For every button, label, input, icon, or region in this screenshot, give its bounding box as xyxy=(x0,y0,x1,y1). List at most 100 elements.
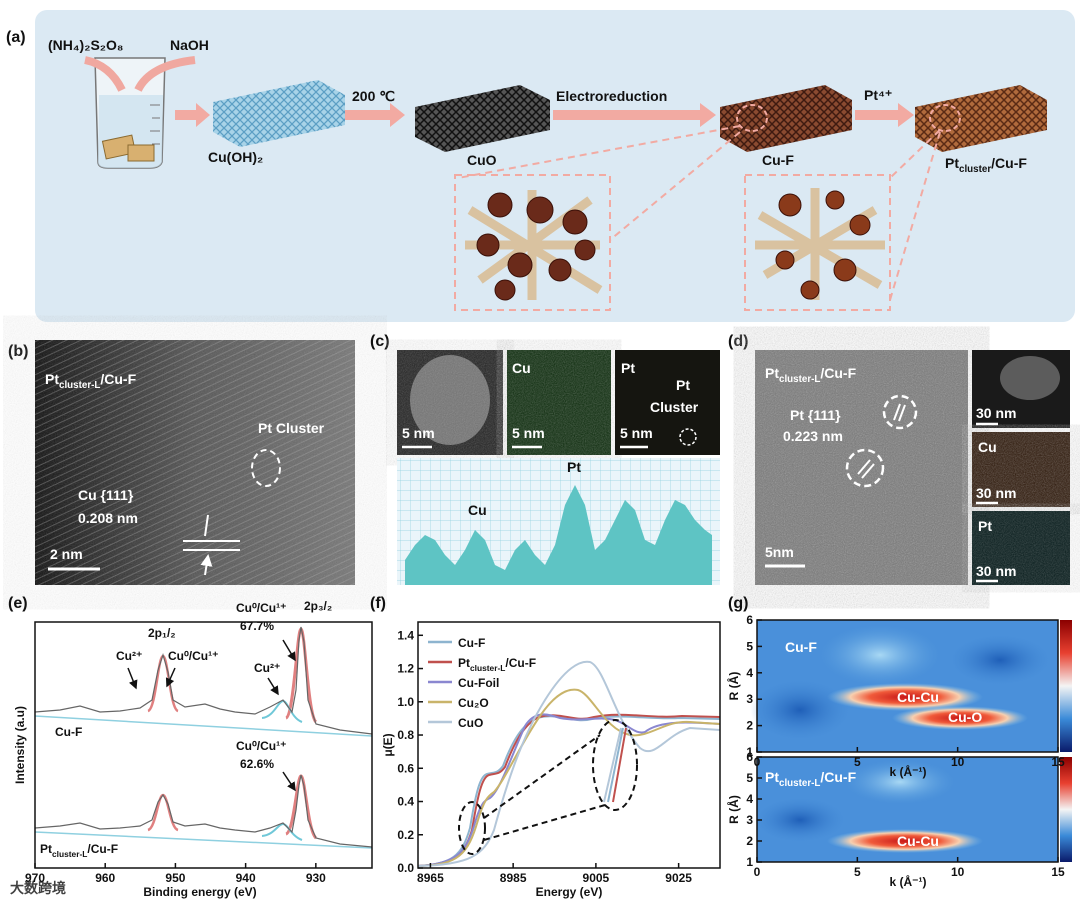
y-tick-label: 3 xyxy=(746,813,753,827)
cuf-foam xyxy=(720,85,852,152)
step: Electroreduction xyxy=(556,88,667,104)
scale-label: 5 nm xyxy=(512,425,545,441)
rods xyxy=(465,190,603,300)
structure-cuf xyxy=(755,188,885,300)
y-tick-label: 2 xyxy=(746,834,753,848)
zoom-box xyxy=(454,174,611,311)
background xyxy=(34,715,373,737)
x-tick-label: 960 xyxy=(95,871,115,885)
element: Cu xyxy=(978,439,997,455)
cluster-circle xyxy=(845,448,885,488)
label: Cu₂O xyxy=(458,696,489,710)
annotation: Pt {111} xyxy=(790,407,841,423)
x-tick-label: 970 xyxy=(25,871,45,885)
label-rest: /Cu-F xyxy=(505,656,536,670)
x-tick-label: 5 xyxy=(854,755,861,769)
label-rest: /Cu-F xyxy=(820,769,856,785)
annotation: Pt Cluster xyxy=(258,420,325,436)
map-title: Cu-F xyxy=(785,639,817,655)
spectrum xyxy=(34,626,373,735)
zoom-lines xyxy=(454,125,941,311)
x-tick-label: 0 xyxy=(754,865,761,879)
material: Ptcluster/Cu-F xyxy=(945,155,1027,175)
noise xyxy=(35,340,355,585)
colorbar xyxy=(1060,757,1072,862)
element: Pt xyxy=(978,518,992,534)
x-tick-label: 15 xyxy=(1051,865,1065,879)
panel-label: (d) xyxy=(728,333,748,350)
scale-label: 5 nm xyxy=(402,425,435,441)
label: Ptcluster-L/Cu-F xyxy=(458,656,536,673)
x-axis-label: Energy (eV) xyxy=(536,885,603,899)
y-axis-label: μ(E) xyxy=(381,733,395,756)
annotation: Pt xyxy=(676,377,690,393)
y-tick-label: 5 xyxy=(746,639,753,653)
scale-label: 30 nm xyxy=(976,563,1016,579)
annotation: 2p₁/₂ xyxy=(148,626,176,640)
step: 200 ℃ xyxy=(352,88,395,104)
annotation: Cu xyxy=(468,502,487,518)
xps-curves xyxy=(34,626,373,849)
x-tick-label: 940 xyxy=(236,871,256,885)
x-axis-label: k (Å⁻¹) xyxy=(890,874,927,889)
particles xyxy=(476,192,596,301)
y-tick-label: 0.2 xyxy=(397,828,414,842)
path-label: Cu-O xyxy=(948,709,982,725)
contour xyxy=(820,625,940,685)
x-axis-label: Binding energy (eV) xyxy=(143,885,256,899)
panel-label: (e) xyxy=(8,595,28,612)
reagent-arrow xyxy=(84,56,196,92)
contour xyxy=(892,706,1028,730)
label: Cu-F xyxy=(458,636,485,650)
y-tick-label: 0.8 xyxy=(397,728,414,742)
wt-map xyxy=(755,757,1072,862)
zoom-circle xyxy=(736,104,768,132)
annotation: Cu⁰/Cu¹⁺ xyxy=(236,601,286,615)
label: Ptcluster-L/Cu-F xyxy=(45,371,137,391)
x-tick-label: 9005 xyxy=(583,871,610,885)
panel-label: (g) xyxy=(728,595,748,612)
reagent: NaOH xyxy=(170,37,209,53)
cluster-circle xyxy=(882,394,918,430)
spectrum-label: Cu-F xyxy=(55,725,82,739)
path-label: Cu-Cu xyxy=(897,689,939,705)
annotation: 62.6% xyxy=(240,757,274,771)
noise xyxy=(972,432,1070,507)
axes-frame xyxy=(756,756,1059,863)
label-rest: /Cu-F xyxy=(991,155,1027,171)
scale-bars xyxy=(976,422,998,583)
scale-label: 30 nm xyxy=(976,405,1016,421)
annotation: Cu⁰/Cu¹⁺ xyxy=(168,649,218,663)
xanes-curves xyxy=(417,660,721,867)
y-tick-label: 1.0 xyxy=(397,695,414,709)
label-sub: cluster-L xyxy=(59,380,100,391)
panel-label: (a) xyxy=(6,29,26,46)
lattice-lines xyxy=(857,403,906,479)
cu-foam xyxy=(101,134,137,160)
zoom-curve xyxy=(607,727,624,803)
axes: 970 960 950 940 930 Binding energy (eV) Intens… xyxy=(13,613,1065,899)
sample-label: Ptcluster-L/Cu-F xyxy=(45,371,137,391)
x-tick-label: 8985 xyxy=(500,871,527,885)
colorbar xyxy=(1060,620,1072,752)
background xyxy=(34,831,373,849)
zoom-curve xyxy=(603,727,622,803)
x-tick-label: 930 xyxy=(306,871,326,885)
label-base: Pt xyxy=(45,371,59,387)
cluster-circle xyxy=(251,449,281,487)
contour xyxy=(827,829,983,853)
structure-cuo xyxy=(465,190,603,301)
label-rest: /Cu-F xyxy=(820,365,856,381)
noise xyxy=(972,511,1070,585)
y-tick-label: 0.6 xyxy=(397,761,414,775)
zoom-circle xyxy=(929,104,961,132)
y-tick-label: 0.0 xyxy=(397,861,414,875)
label: Ptcluster-L/Cu-F xyxy=(40,842,118,859)
y-axis-label: R (Å) xyxy=(726,795,741,824)
material: Cu-F xyxy=(762,152,794,168)
element: Cu xyxy=(512,360,531,376)
material: Cu(OH)₂ xyxy=(208,149,263,165)
y-tick-label: 6 xyxy=(746,613,753,627)
satellite xyxy=(261,822,303,841)
